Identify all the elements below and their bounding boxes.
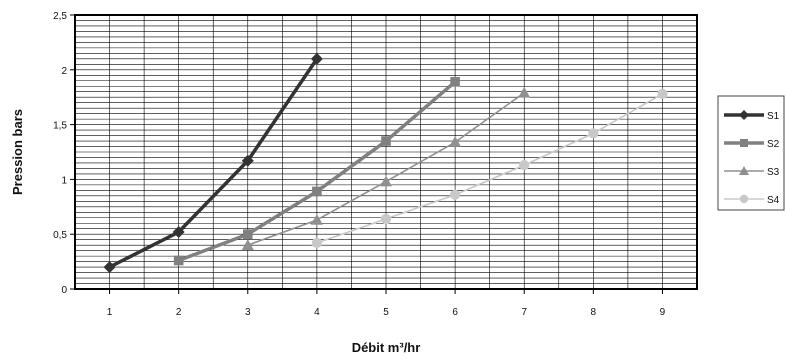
x-tick-label: 9 bbox=[660, 307, 666, 318]
x-tick-label: 6 bbox=[452, 307, 458, 318]
series-s1 bbox=[103, 52, 323, 274]
data-point bbox=[657, 88, 668, 100]
series-s4 bbox=[311, 88, 668, 249]
data-point bbox=[450, 77, 460, 87]
data-point bbox=[103, 261, 116, 274]
x-tick-label: 5 bbox=[383, 307, 389, 318]
legend-label: S4 bbox=[767, 195, 780, 206]
legend-item-s1: S1 bbox=[724, 110, 780, 122]
data-point bbox=[380, 175, 392, 187]
y-axis-title: Pression bars bbox=[10, 109, 25, 195]
data-point bbox=[449, 136, 462, 147]
data-point bbox=[242, 229, 253, 239]
series-line bbox=[316, 93, 663, 244]
y-tick-label: 0 bbox=[61, 285, 67, 296]
data-point bbox=[172, 226, 185, 239]
data-point bbox=[310, 213, 323, 225]
legend: S1 S2 S3 S4 bbox=[717, 95, 785, 211]
legend-item-s3: S3 bbox=[724, 166, 780, 178]
x-tick-label: 3 bbox=[245, 307, 251, 318]
y-tick-label: 2,5 bbox=[53, 11, 67, 22]
data-point bbox=[739, 166, 749, 175]
legend-item-s2: S2 bbox=[724, 139, 780, 150]
legend-item-s4: S4 bbox=[724, 194, 780, 206]
x-tick-label: 1 bbox=[107, 307, 113, 318]
y-tick-label: 0,5 bbox=[53, 230, 67, 241]
data-point bbox=[740, 139, 748, 147]
data-point bbox=[588, 128, 599, 139]
y-tick-label: 1 bbox=[61, 175, 67, 186]
data-point bbox=[518, 86, 531, 98]
x-axis-ticks: 1 2 3 4 5 6 7 8 9 bbox=[107, 289, 666, 318]
x-tick-label: 4 bbox=[314, 307, 320, 318]
data-point bbox=[241, 239, 254, 250]
data-point bbox=[312, 186, 322, 197]
series-layer bbox=[103, 52, 668, 274]
x-tick-label: 2 bbox=[176, 307, 182, 318]
y-axis-ticks: 0 0,5 1 1,5 2 2,5 bbox=[53, 11, 75, 296]
legend-label: S1 bbox=[767, 111, 780, 122]
legend-label: S2 bbox=[767, 139, 780, 150]
y-tick-label: 1,5 bbox=[53, 121, 67, 132]
data-point bbox=[310, 52, 323, 65]
data-point bbox=[173, 255, 184, 266]
data-point bbox=[739, 110, 749, 120]
legend-label: S3 bbox=[767, 167, 780, 178]
x-tick-label: 8 bbox=[591, 307, 597, 318]
data-point bbox=[311, 237, 322, 249]
data-point bbox=[519, 160, 530, 171]
data-point bbox=[381, 136, 391, 146]
series-s2 bbox=[173, 77, 460, 266]
data-point bbox=[380, 213, 392, 224]
series-s3 bbox=[241, 86, 531, 250]
grid bbox=[75, 15, 697, 289]
data-point bbox=[739, 194, 749, 204]
data-point bbox=[241, 154, 254, 167]
data-point bbox=[450, 189, 461, 200]
x-axis-title: Débit m³/hr bbox=[352, 340, 421, 355]
y-tick-label: 2 bbox=[61, 66, 67, 77]
series-line bbox=[108, 57, 319, 269]
x-tick-label: 7 bbox=[521, 307, 527, 318]
